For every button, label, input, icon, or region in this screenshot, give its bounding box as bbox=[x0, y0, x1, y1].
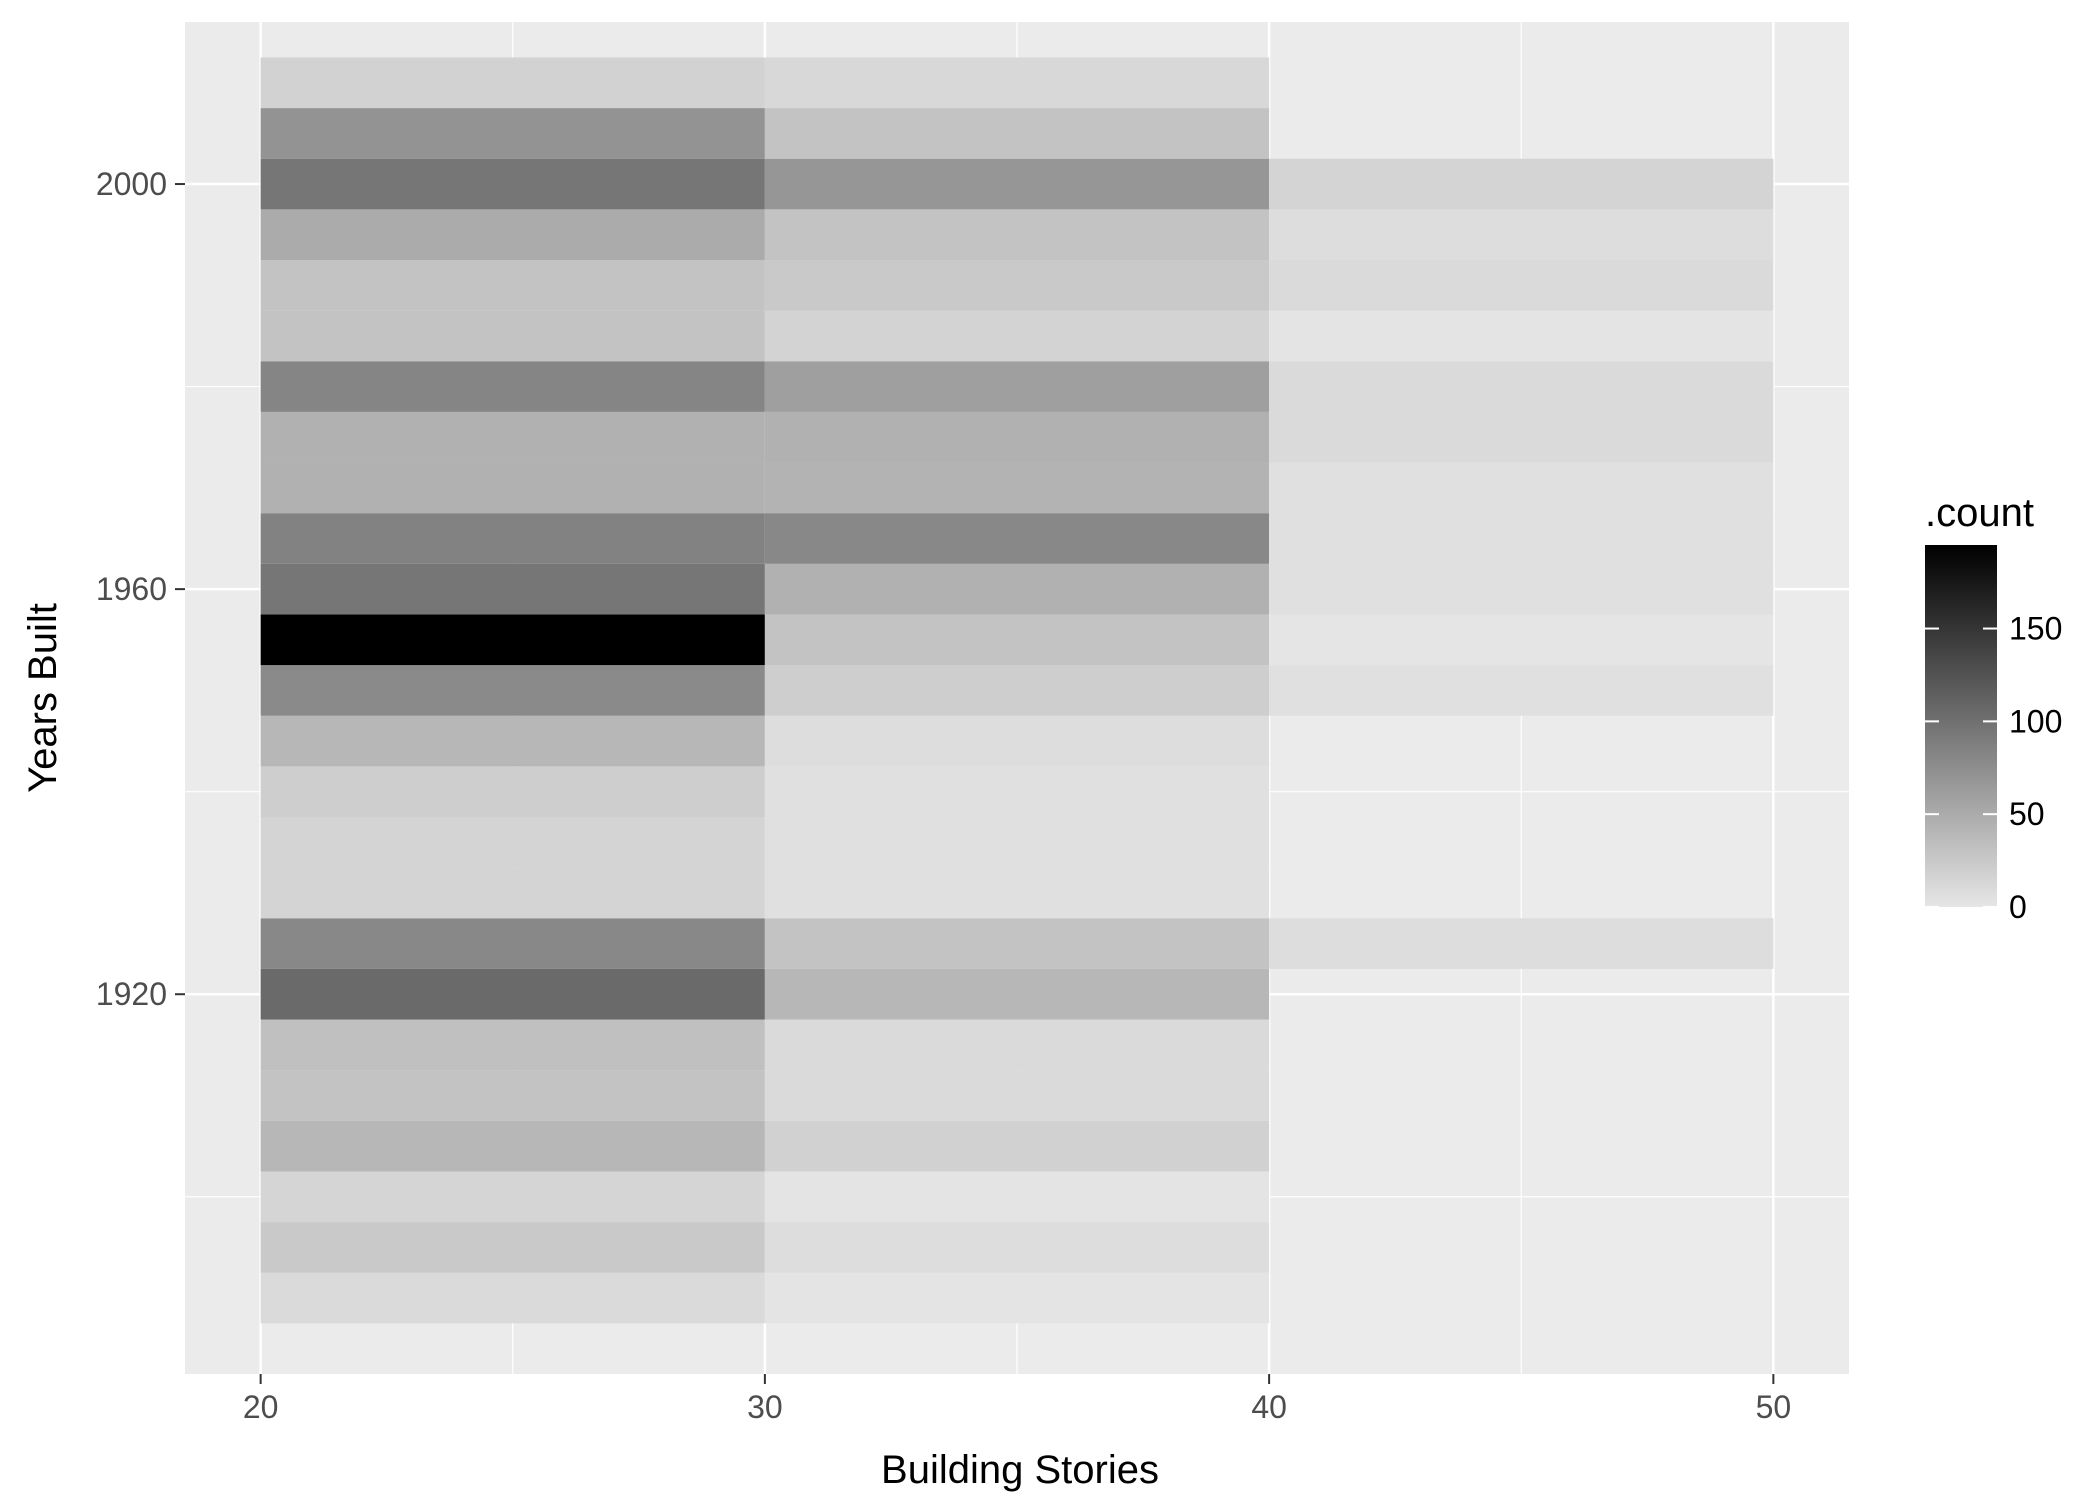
heatmap-tile bbox=[1269, 665, 1774, 716]
heatmap-tile bbox=[764, 867, 1270, 919]
x-tick-label: 30 bbox=[747, 1389, 783, 1425]
legend-tick-label: 50 bbox=[2009, 796, 2045, 832]
heatmap-tile bbox=[260, 57, 765, 109]
heatmap-tile bbox=[260, 310, 765, 362]
heatmap-tile bbox=[764, 715, 1270, 767]
heatmap-tile bbox=[764, 665, 1270, 716]
heatmap-tile bbox=[260, 1070, 765, 1121]
heatmap-tile bbox=[260, 665, 765, 716]
legend-tick-label: 0 bbox=[2009, 889, 2027, 925]
heatmap-tile bbox=[764, 1070, 1270, 1121]
heatmap-tile bbox=[764, 918, 1270, 969]
heatmap-tile bbox=[764, 1120, 1270, 1172]
heatmap-tile bbox=[764, 209, 1270, 260]
heatmap-tile bbox=[260, 411, 765, 463]
x-tick-label: 50 bbox=[1756, 1389, 1792, 1425]
x-axis-title: Building Stories bbox=[881, 1448, 1159, 1492]
heatmap-tile bbox=[260, 816, 765, 868]
heatmap-tile bbox=[764, 766, 1270, 817]
heatmap-tile bbox=[260, 1019, 765, 1071]
heatmap-tile bbox=[1269, 918, 1774, 969]
heatmap-tile bbox=[1269, 259, 1774, 311]
heatmap-tile bbox=[260, 766, 765, 817]
x-tick-label: 20 bbox=[243, 1389, 279, 1425]
y-axis-title: Years Built bbox=[21, 603, 65, 793]
heatmap-tile bbox=[764, 57, 1270, 109]
heatmap-tile bbox=[260, 918, 765, 969]
y-tick-label: 1920 bbox=[96, 976, 167, 1012]
legend-tick-label: 150 bbox=[2009, 611, 2062, 647]
y-axis: 1920 1960 2000 bbox=[96, 166, 185, 1012]
heatmap-tile bbox=[260, 968, 765, 1020]
heatmap-tile bbox=[260, 462, 765, 514]
heatmap-tile bbox=[764, 1222, 1270, 1273]
heatmap-tile bbox=[260, 259, 765, 311]
heatmap-tile bbox=[1269, 563, 1774, 615]
heatmap-tile bbox=[260, 563, 765, 615]
legend-tick-label: 100 bbox=[2009, 703, 2062, 739]
heatmap-tile bbox=[764, 108, 1270, 159]
heatmap-tile bbox=[764, 816, 1270, 868]
heatmap-tile bbox=[764, 259, 1270, 311]
x-axis: 20 30 40 50 bbox=[243, 1374, 1791, 1425]
legend-colorbar bbox=[1925, 545, 1997, 907]
heatmap-tile bbox=[260, 867, 765, 919]
heatmap-tile bbox=[1269, 158, 1774, 210]
heatmap-tile bbox=[1269, 411, 1774, 463]
heatmap-tile bbox=[1269, 310, 1774, 362]
heatmap-tile bbox=[764, 361, 1270, 412]
heatmap-tile bbox=[764, 968, 1270, 1020]
heatmap-tile bbox=[1269, 209, 1774, 260]
heatmap-tile bbox=[764, 1019, 1270, 1071]
heatmap-tile bbox=[764, 1171, 1270, 1223]
heatmap-tile bbox=[260, 108, 765, 159]
heatmap-tile bbox=[260, 1272, 765, 1324]
heatmap-tile bbox=[764, 563, 1270, 615]
y-tick-label: 1960 bbox=[96, 571, 167, 607]
heatmap-tile bbox=[1269, 462, 1774, 514]
heatmap-tile bbox=[764, 310, 1270, 362]
heatmap-tile bbox=[260, 158, 765, 210]
heatmap-tile bbox=[764, 462, 1270, 514]
heatmap-tile bbox=[764, 614, 1270, 666]
heatmap-tile bbox=[1269, 513, 1774, 564]
heatmap-tile bbox=[260, 1222, 765, 1273]
legend-ticks: 0 50 100 150 bbox=[1925, 611, 2062, 925]
heatmap-tile bbox=[260, 513, 765, 564]
legend: .count 0 50 100 150 bbox=[1925, 491, 2062, 925]
heatmap-tile bbox=[1269, 614, 1774, 666]
heatmap-tile bbox=[764, 158, 1270, 210]
x-tick-label: 40 bbox=[1251, 1389, 1287, 1425]
heatmap-tile bbox=[260, 209, 765, 260]
heatmap-tile bbox=[764, 411, 1270, 463]
heatmap-tile bbox=[764, 1272, 1270, 1324]
heatmap-tile bbox=[260, 1171, 765, 1223]
heatmap-tile bbox=[260, 715, 765, 767]
heatmap-tile bbox=[260, 361, 765, 412]
y-tick-label: 2000 bbox=[96, 166, 167, 202]
legend-title: .count bbox=[1925, 491, 2034, 535]
heatmap-tile bbox=[260, 614, 765, 666]
heatmap-tile bbox=[764, 513, 1270, 564]
heatmap-tile bbox=[1269, 361, 1774, 412]
heatmap-tile bbox=[260, 1120, 765, 1172]
heatmap-tiles bbox=[260, 57, 1774, 1324]
